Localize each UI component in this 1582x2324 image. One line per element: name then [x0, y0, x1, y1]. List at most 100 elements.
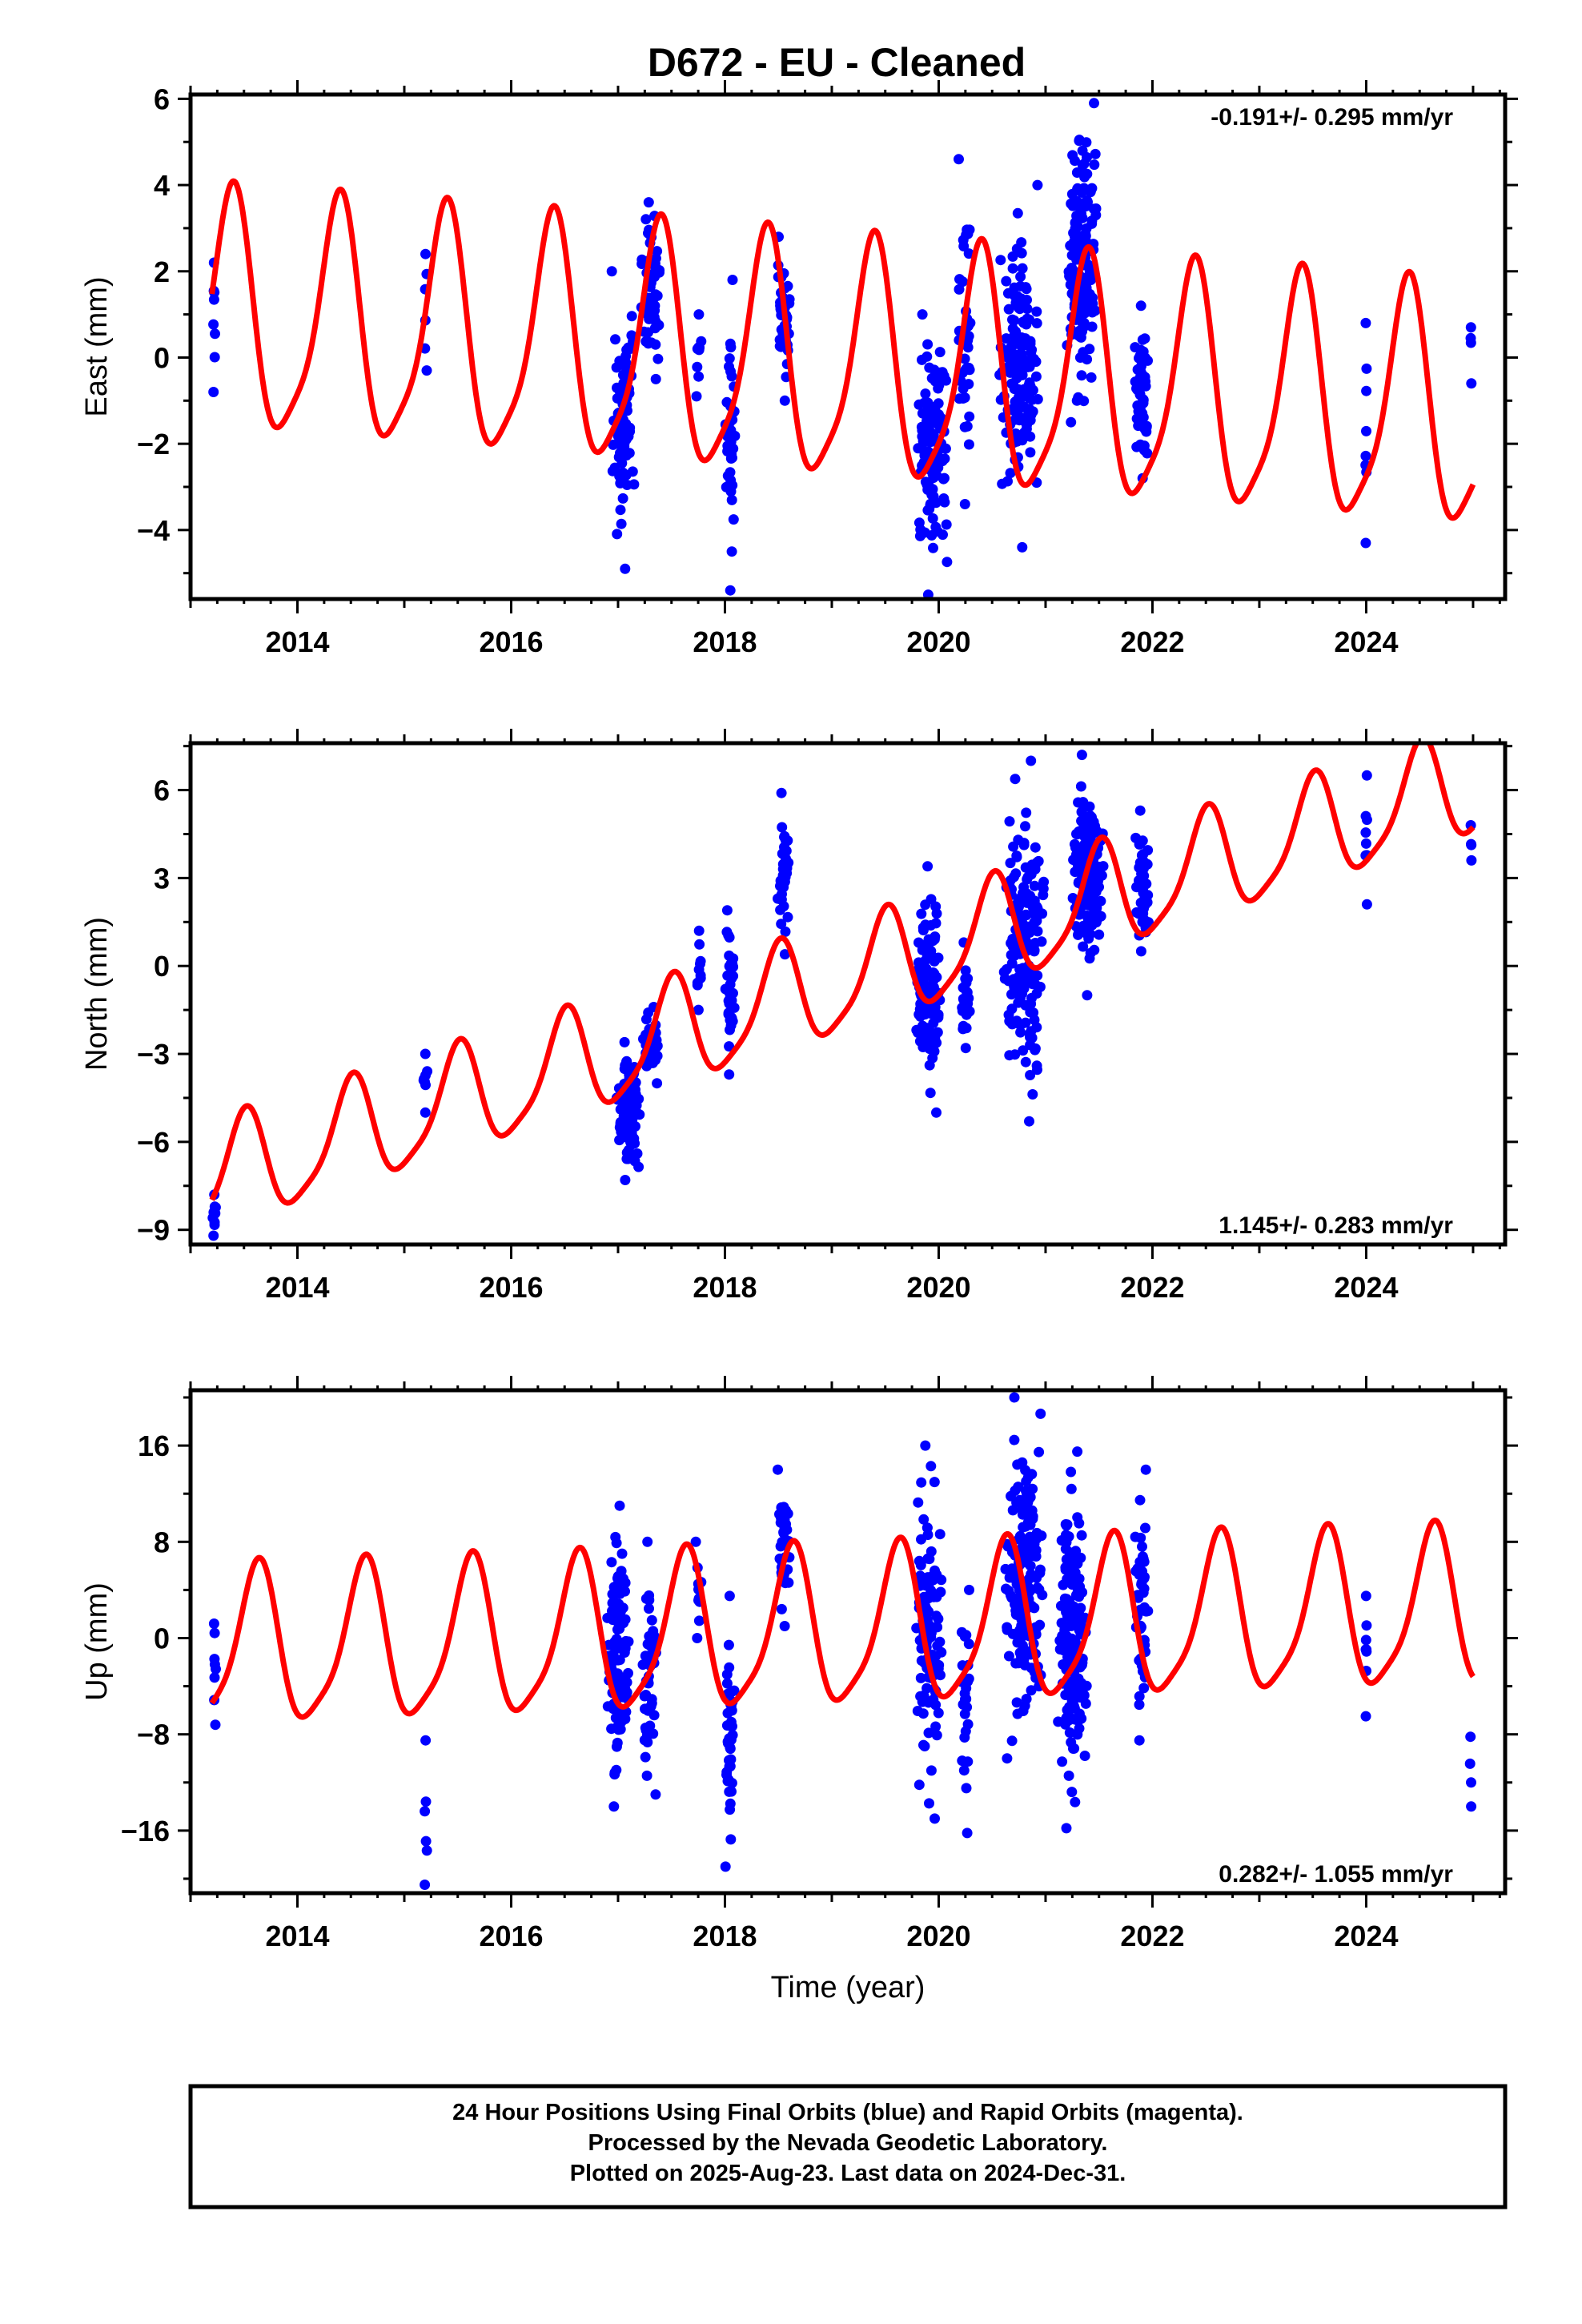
data-point: [1018, 1045, 1029, 1056]
data-point: [1022, 1508, 1033, 1519]
data-point: [1027, 1089, 1038, 1100]
data-point: [1082, 152, 1092, 163]
data-point: [1139, 899, 1150, 911]
data-point: [917, 1708, 929, 1719]
data-point: [726, 546, 737, 557]
data-point: [1006, 1590, 1016, 1601]
data-point: [208, 1230, 219, 1241]
data-point: [607, 1606, 617, 1617]
data-point: [620, 1578, 631, 1588]
data-point: [1004, 816, 1015, 827]
data-point: [1003, 304, 1014, 315]
y-tick-label: −8: [137, 1719, 170, 1751]
data-point: [931, 1610, 942, 1622]
data-point: [723, 930, 734, 941]
data-point: [1031, 1527, 1042, 1538]
data-point: [725, 1834, 737, 1845]
data-point: [931, 908, 942, 919]
data-point: [1006, 1735, 1018, 1747]
data-point: [1022, 923, 1034, 934]
data-point: [1143, 917, 1154, 928]
data-point: [1015, 1027, 1026, 1038]
data-point: [614, 1655, 625, 1666]
data-point: [1062, 1519, 1073, 1530]
footer-box: 24 Hour Positions Using Final Orbits (bl…: [188, 2084, 1508, 2209]
data-point: [1031, 857, 1042, 868]
data-point: [1360, 317, 1371, 328]
data-point: [776, 919, 787, 930]
data-point: [933, 1707, 944, 1719]
data-point: [776, 787, 787, 798]
data-point: [935, 1586, 946, 1598]
data-point: [1070, 1691, 1081, 1701]
data-point: [1025, 431, 1036, 442]
data-point: [728, 961, 739, 972]
data-point: [780, 871, 791, 883]
data-point: [934, 1529, 946, 1540]
data-point: [777, 889, 787, 899]
data-point: [914, 1035, 926, 1047]
data-point: [928, 491, 939, 502]
data-point: [964, 364, 975, 376]
data-point: [641, 1770, 652, 1781]
data-point: [1024, 314, 1035, 325]
data-point: [728, 953, 739, 964]
data-point: [1074, 1591, 1085, 1602]
data-point: [1065, 1566, 1076, 1578]
data-point: [1010, 868, 1022, 879]
data-point: [921, 963, 932, 975]
data-point: [644, 313, 656, 324]
footer-line-3: Plotted on 2025-Aug-23. Last data on 202…: [570, 2161, 1126, 2186]
data-point: [1134, 1735, 1145, 1746]
data-point: [1020, 282, 1031, 293]
data-point: [920, 388, 931, 400]
x-tick-label: 2016: [479, 1920, 543, 1952]
data-point: [1361, 899, 1372, 910]
data-point: [1024, 1493, 1035, 1504]
data-point: [1465, 337, 1476, 348]
data-point: [611, 1538, 622, 1549]
data-point: [1014, 415, 1025, 426]
data-point: [1136, 412, 1147, 424]
x-tick-label: 2016: [479, 1271, 543, 1304]
data-point: [1078, 820, 1090, 831]
data-point: [724, 1590, 735, 1602]
data-point: [779, 395, 790, 406]
data-point: [1361, 1646, 1372, 1657]
data-point: [692, 1633, 703, 1643]
data-point: [1017, 541, 1028, 553]
data-point: [652, 1078, 663, 1089]
data-point: [610, 1635, 621, 1646]
data-point: [1004, 360, 1015, 371]
data-point: [1017, 1640, 1028, 1651]
data-point: [1086, 812, 1097, 822]
data-point: [721, 905, 733, 916]
y-tick-label: 0: [154, 950, 170, 983]
data-point: [1006, 989, 1017, 1000]
data-point: [957, 276, 968, 287]
data-point: [692, 979, 703, 991]
data-point: [640, 1651, 651, 1662]
data-point: [614, 471, 625, 481]
data-point: [1078, 300, 1089, 311]
data-point: [1073, 929, 1083, 940]
data-point: [1013, 834, 1024, 846]
data-point: [1136, 869, 1147, 880]
data-point: [421, 365, 432, 376]
data-point: [995, 255, 1006, 266]
data-point: [1057, 1756, 1068, 1767]
data-point: [922, 589, 934, 599]
data-point: [1025, 380, 1036, 392]
data-point: [693, 925, 705, 936]
data-point: [930, 1699, 942, 1711]
data-point: [724, 1041, 735, 1052]
data-point: [1007, 263, 1018, 274]
data-point: [642, 1536, 653, 1547]
data-point: [1030, 1622, 1042, 1634]
data-point: [211, 1663, 221, 1675]
data-point: [913, 1779, 925, 1791]
x-tick-label: 2020: [906, 625, 970, 658]
data-point: [931, 1107, 942, 1118]
data-point: [1082, 990, 1093, 1001]
data-point: [1018, 983, 1030, 994]
